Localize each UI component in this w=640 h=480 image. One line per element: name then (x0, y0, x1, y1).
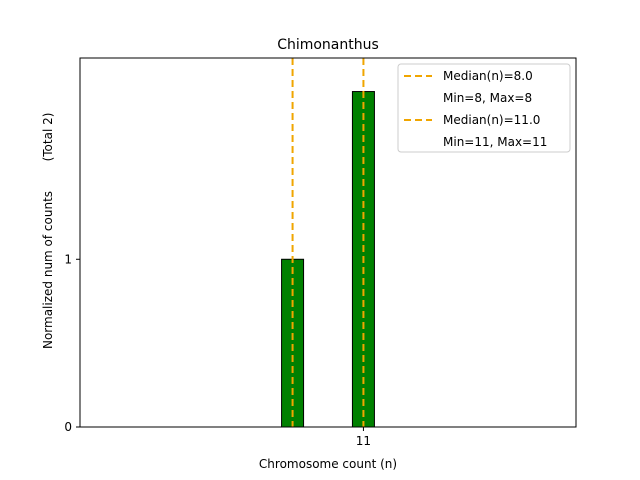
legend-box (397, 63, 571, 153)
median-layer (291, 58, 365, 427)
legend-median-label-1: Median(n)=11.0 (443, 113, 540, 127)
y-axis-label: Normalized num of counts (41, 191, 55, 349)
x-axis-ticks: 11 (356, 427, 371, 448)
y-axis-total-label: (Total 2) (41, 113, 55, 162)
plot-frame (79, 57, 577, 428)
chart-title: Chimonanthus (277, 37, 379, 53)
legend-median-label-0: Median(n)=8.0 (443, 69, 533, 83)
x-tick-label-0: 11 (356, 434, 371, 448)
bars-layer (281, 91, 375, 428)
legend-range-label-1: Min=11, Max=11 (443, 135, 547, 149)
legend: Median(n)=8.0 Min=8, Max=8 Median(n)=11.0 M… (397, 63, 571, 153)
y-axis-ticks: 01 (64, 252, 80, 434)
y-tick-label-0: 0 (64, 420, 72, 434)
y-tick-label-1: 1 (64, 252, 72, 266)
x-axis-label: Chromosome count (n) (259, 457, 397, 471)
legend-range-label-0: Min=8, Max=8 (443, 91, 532, 105)
